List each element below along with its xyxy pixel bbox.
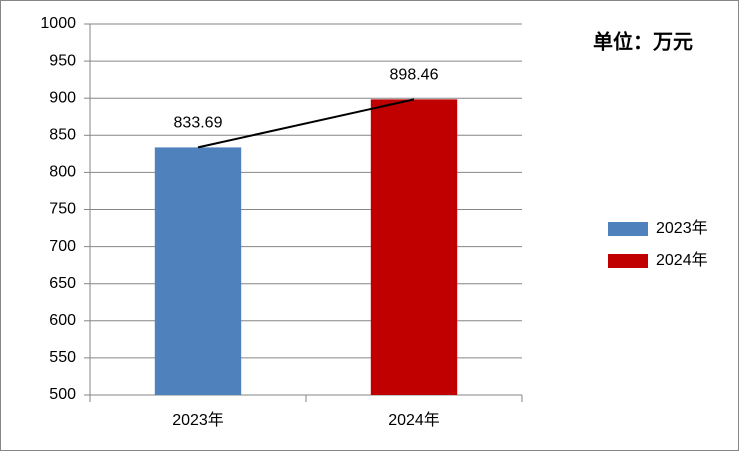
bar	[154, 147, 242, 395]
legend-label: 2023年	[656, 219, 708, 237]
y-tick-label: 700	[49, 238, 76, 255]
legend-swatch	[608, 254, 648, 268]
y-tick-label: 500	[49, 386, 76, 403]
y-tick-label: 950	[49, 52, 76, 69]
y-tick-label: 650	[49, 275, 76, 292]
unit-annotation: 单位：万元	[593, 29, 693, 53]
y-tick-label: 850	[49, 127, 76, 144]
value-label: 898.46	[390, 67, 439, 84]
y-tick-label: 750	[49, 201, 76, 218]
y-tick-label: 550	[49, 349, 76, 366]
y-tick-label: 600	[49, 312, 76, 329]
legend-label: 2024年	[656, 251, 708, 269]
legend-swatch	[608, 222, 648, 236]
trend-line	[197, 98, 415, 149]
x-tick-label: 2023年	[172, 411, 224, 429]
y-tick-label: 900	[49, 89, 76, 106]
bar	[370, 99, 458, 395]
y-tick-label: 800	[49, 164, 76, 181]
value-label: 833.69	[174, 115, 223, 132]
y-tick-label: 1000	[40, 15, 76, 32]
x-tick-label: 2024年	[388, 411, 440, 429]
